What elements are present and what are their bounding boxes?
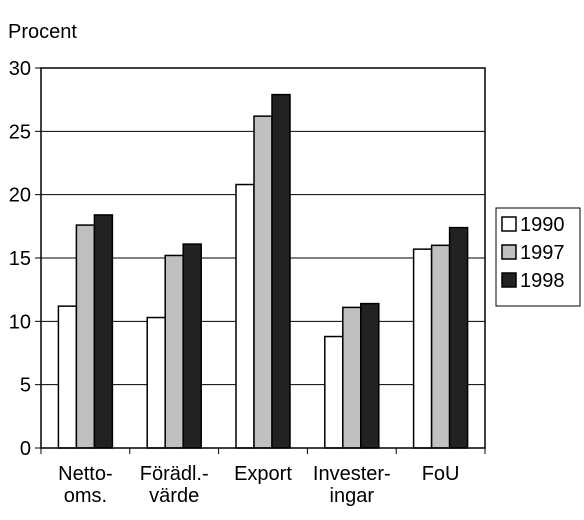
bar-1998-4: [448, 226, 469, 449]
x-tick-label: FoU: [422, 463, 460, 485]
legend-label: 1998: [520, 270, 565, 292]
legend: 1990 1997 1998: [495, 207, 581, 307]
x-tick-label-line: Invester-: [313, 463, 391, 485]
y-tick-labels: 0 5 10 15 20 25 30: [9, 58, 31, 460]
bar-1998-2: [271, 93, 291, 449]
bar-1998-1: [182, 243, 202, 449]
x-tick-label-line: ingar: [330, 485, 375, 507]
y-axis-label: Procent: [8, 21, 77, 43]
bar-1990-4: [412, 248, 433, 449]
y-tick-label: 25: [9, 121, 31, 143]
axes: [35, 67, 486, 454]
bar-1997-1: [164, 254, 184, 449]
x-tick-label: Invester-ingar: [313, 463, 391, 507]
x-tick-label: Förädl.-värde: [140, 463, 209, 507]
bar-1997-3: [342, 306, 362, 449]
x-tick-label-line: Export: [234, 463, 292, 485]
x-tick-label-line: Netto-: [58, 463, 112, 485]
bar-1990-3: [324, 335, 344, 449]
y-tick-label: 0: [20, 438, 31, 460]
y-tick-label: 15: [9, 248, 31, 270]
legend-swatch-1997: [501, 244, 517, 260]
x-tick-label: Export: [234, 463, 292, 485]
x-tick-labels: Netto-oms. Förädl.-värde Export Invester-in…: [58, 463, 459, 507]
y-tick-label: 10: [9, 311, 31, 333]
plot-frame: [40, 67, 486, 449]
legend-swatch-1990: [501, 216, 517, 232]
legend-swatch-1998: [501, 272, 517, 288]
y-tick-label: 20: [9, 185, 31, 207]
legend-label: 1997: [520, 242, 565, 264]
x-tick-label: Netto-oms.: [58, 463, 112, 507]
x-tick-label-line: oms.: [64, 485, 107, 507]
x-tick-label-line: FoU: [422, 463, 460, 485]
bar-1997-2: [253, 115, 273, 449]
bars: [57, 93, 469, 449]
bar-1998-3: [360, 302, 380, 449]
bar-1998-0: [93, 214, 114, 449]
bar-1990-1: [146, 316, 166, 449]
y-tick-label: 5: [20, 375, 31, 397]
y-tick-label: 30: [9, 58, 31, 80]
legend-label: 1990: [520, 214, 565, 236]
x-tick-label-line: Förädl.-: [140, 463, 209, 485]
bar-1990-2: [235, 183, 255, 449]
bar-1997-4: [430, 244, 451, 449]
bar-1997-0: [75, 224, 96, 449]
x-tick-label-line: värde: [149, 485, 199, 507]
bar-1990-0: [57, 305, 78, 449]
